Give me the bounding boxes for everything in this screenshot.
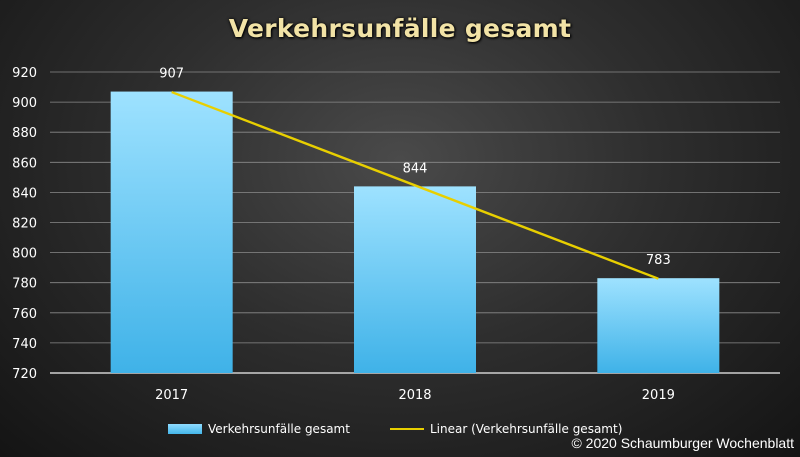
trendline [171, 90, 659, 280]
y-tick-label: 820 [12, 217, 37, 232]
legend-bar-swatch [168, 424, 202, 434]
y-tick-label: 720 [12, 367, 37, 382]
copyright-notice: © 2020 Schaumburger Wochenblatt [571, 435, 794, 451]
x-tick-label: 2019 [642, 388, 675, 403]
legend: Verkehrsunfälle gesamt Linear (Verkehrsu… [168, 421, 622, 437]
y-tick-label: 760 [12, 307, 37, 322]
x-axis: 2017 2018 2019 [155, 388, 675, 403]
bar [354, 186, 476, 373]
y-tick-label: 880 [12, 126, 37, 141]
data-label: 844 [403, 161, 428, 176]
y-tick-label: 840 [12, 186, 37, 201]
bar [110, 91, 233, 373]
y-axis: 720 740 760 780 800 820 840 860 880 900 920 [12, 66, 37, 382]
legend-label-trend: Linear (Verkehrsunfälle gesamt) [429, 422, 623, 436]
y-tick-label: 900 [12, 96, 37, 111]
y-tick-label: 920 [12, 66, 37, 81]
trend-line [171, 90, 659, 280]
x-tick-label: 2017 [155, 388, 188, 403]
x-tick-label: 2018 [398, 388, 431, 403]
chart-title: Verkehrsunfälle gesamt [228, 14, 572, 43]
data-label: 783 [646, 253, 671, 268]
y-tick-label: 740 [12, 337, 37, 352]
y-tick-label: 780 [12, 277, 37, 292]
data-labels: 907 844 783 [159, 67, 670, 269]
bars [110, 91, 720, 373]
legend-label-bars: Verkehrsunfälle gesamt [208, 422, 350, 436]
data-label: 907 [159, 67, 184, 82]
bar [597, 278, 720, 373]
y-tick-label: 860 [12, 156, 37, 171]
y-tick-label: 800 [12, 247, 37, 262]
legend-line-swatch [389, 428, 424, 430]
